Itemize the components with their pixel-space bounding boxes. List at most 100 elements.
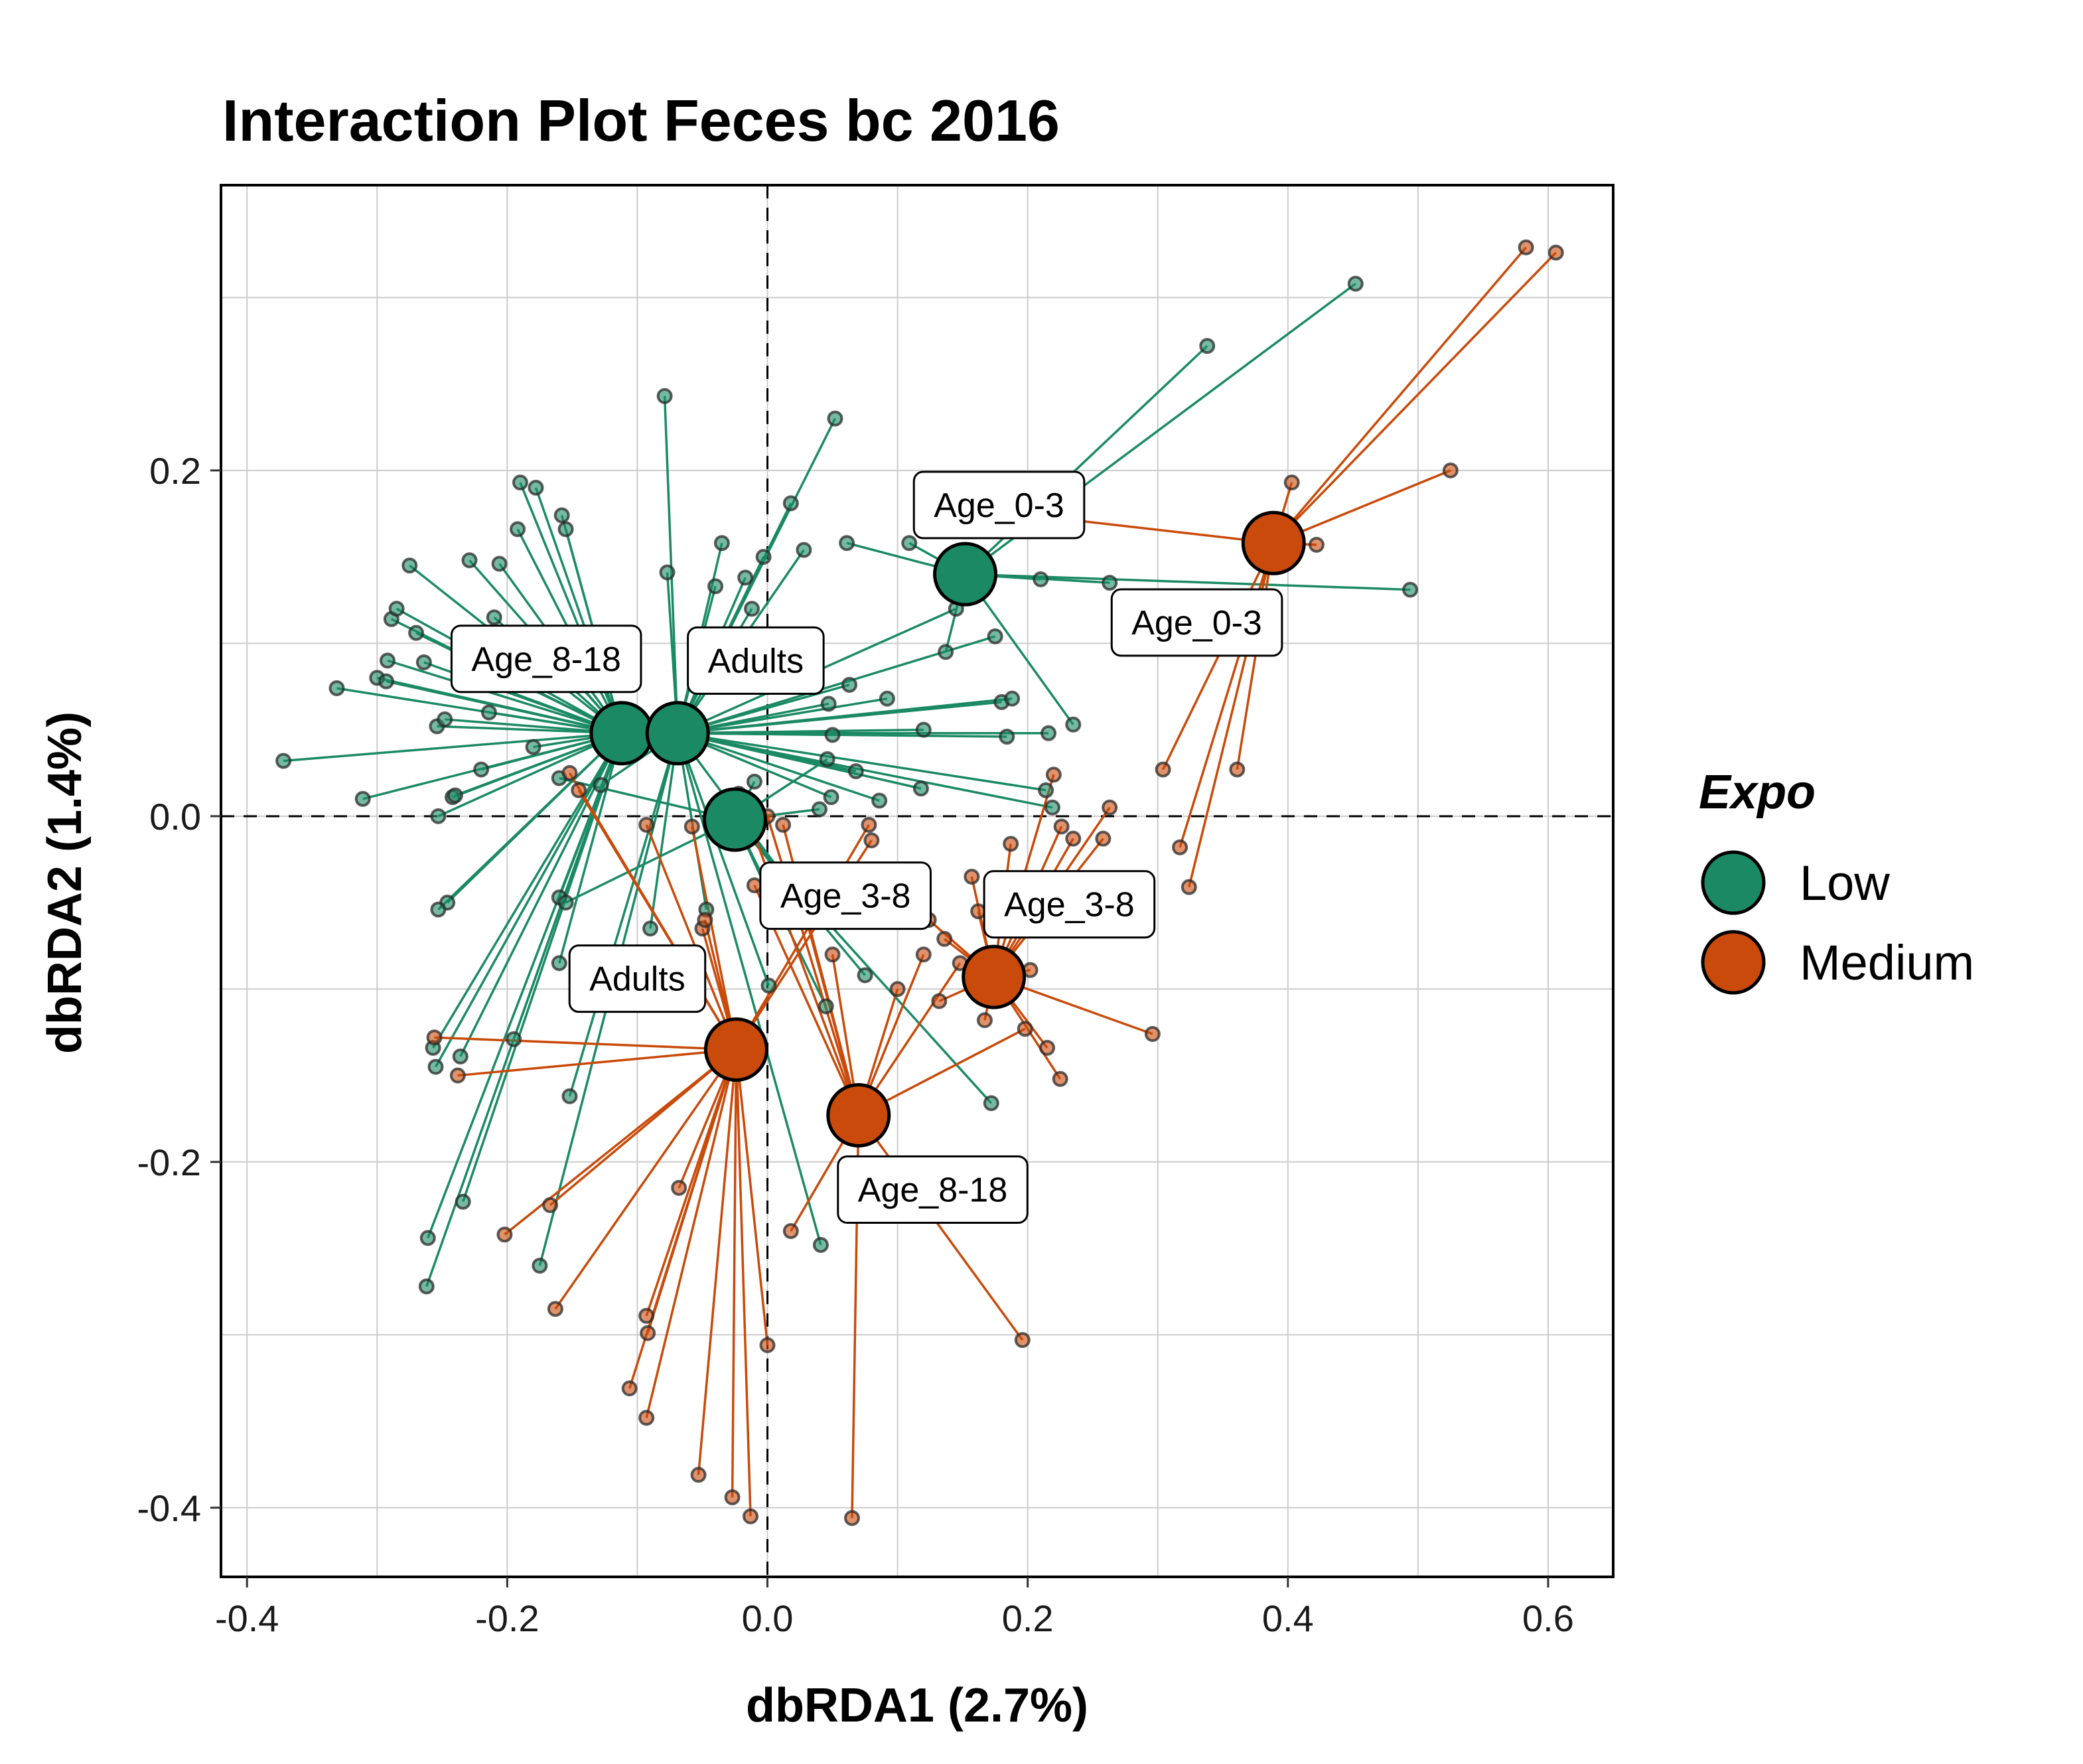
group-label: Adults	[568, 944, 707, 1013]
sample-point	[593, 776, 609, 793]
spider-line	[677, 697, 888, 735]
group-label: Age_3-8	[983, 870, 1156, 939]
sample-point	[1017, 1021, 1033, 1037]
spider-line	[663, 396, 679, 733]
spider-line	[645, 1049, 738, 1418]
sample-point	[1547, 244, 1564, 261]
sample-point	[512, 475, 528, 491]
x-axis-ticks: -0.4 -0.2 0.0 0.2 0.4 0.6	[215, 1577, 1574, 1639]
sample-point	[418, 1278, 435, 1295]
sample-point	[419, 1230, 436, 1246]
group-label-box	[1110, 588, 1283, 657]
sample-point	[843, 1510, 860, 1526]
sample-point	[782, 1223, 799, 1240]
sample-point	[796, 542, 812, 558]
sample-point	[818, 998, 834, 1015]
group-label: Age_0-3	[912, 471, 1086, 540]
y-axis-ticks: -0.4 -0.2 0.0 0.2	[137, 450, 221, 1529]
legend: Expo Low Medium	[1699, 766, 1974, 995]
group-label-text: Adults	[589, 960, 685, 999]
sample-point	[1172, 839, 1188, 855]
group-label-text: Age_0-3	[1131, 604, 1262, 642]
spider-line	[677, 732, 1046, 792]
sample-point	[901, 535, 918, 551]
sample-point	[823, 789, 839, 806]
sample-point	[970, 903, 987, 920]
x-tick-label: 0.4	[1262, 1597, 1314, 1639]
sample-point	[760, 978, 777, 994]
sample-point	[640, 1325, 656, 1341]
sample-point	[861, 816, 877, 833]
sample-point	[743, 601, 760, 617]
sample-point	[542, 1197, 559, 1213]
sample-point	[447, 787, 463, 804]
sample-point	[486, 609, 502, 626]
sample-point	[697, 912, 713, 928]
y-tick-label: -0.4	[137, 1487, 202, 1529]
spider-line	[437, 732, 623, 911]
spider-line	[386, 680, 622, 735]
sample-point	[430, 901, 447, 918]
sample-point	[461, 552, 478, 569]
sample-point	[841, 676, 858, 693]
sample-point	[879, 690, 895, 707]
sample-point	[782, 495, 799, 512]
x-tick-label: -0.2	[475, 1597, 539, 1639]
x-axis-title: dbRDA1 (2.7%)	[746, 1679, 1088, 1732]
sample-point	[621, 1380, 638, 1397]
group-label-box	[568, 944, 707, 1013]
sample-point	[1045, 767, 1062, 783]
sample-point	[724, 1489, 741, 1506]
sample-point	[510, 521, 526, 538]
sample-point	[857, 967, 873, 984]
sample-point	[449, 1067, 466, 1084]
spider-line	[434, 732, 623, 1068]
sample-point	[430, 808, 447, 824]
sample-point	[638, 816, 655, 833]
legend-label-low: Low	[1800, 855, 1890, 911]
sample-point	[1065, 716, 1082, 733]
sample-point	[889, 981, 906, 997]
spider-line	[965, 573, 1411, 591]
sample-point	[1102, 575, 1118, 591]
spider-line	[737, 793, 860, 1116]
y-tick-label: 0.2	[149, 450, 201, 492]
group-label: Age_8-18	[837, 1155, 1029, 1224]
x-tick-label: -0.4	[215, 1597, 279, 1639]
group-centroids	[589, 510, 1306, 1147]
spider-line	[678, 697, 1013, 735]
x-tick-label: 0.2	[1002, 1597, 1054, 1639]
sample-point	[1053, 818, 1070, 835]
sample-point	[737, 569, 754, 586]
sample-point	[1065, 830, 1082, 847]
sample-point	[388, 601, 405, 617]
spider-line	[577, 789, 737, 1051]
sample-point	[378, 673, 395, 690]
y-axis-title: dbRDA2 (1.4%)	[38, 711, 92, 1054]
centroid-marker	[962, 944, 1027, 1009]
sample-point	[683, 818, 700, 835]
sample-point	[936, 930, 953, 947]
sample-point	[812, 1236, 829, 1253]
sample-point	[656, 388, 673, 404]
sample-point	[1308, 536, 1325, 553]
group-label-text: Age_8-18	[858, 1171, 1008, 1209]
sample-point	[987, 628, 1003, 644]
chart-title: Interaction Plot Feces bc 2016	[222, 88, 1060, 153]
sample-point	[824, 946, 841, 963]
sample-point	[491, 555, 508, 572]
spider-line	[387, 659, 622, 735]
sample-point	[1442, 462, 1459, 478]
spider-line	[964, 344, 1208, 575]
sample-point	[690, 1467, 707, 1483]
sample-point	[1347, 275, 1364, 292]
spider-line	[645, 824, 738, 1051]
group-label: Age_3-8	[759, 861, 932, 930]
sample-point	[839, 535, 855, 551]
legend-label-medium: Medium	[1800, 935, 1974, 990]
sample-point	[1003, 836, 1019, 852]
spider-line	[457, 1048, 737, 1077]
sample-point	[1181, 879, 1197, 895]
legend-key-low	[1701, 850, 1766, 915]
sample-point	[379, 652, 395, 669]
